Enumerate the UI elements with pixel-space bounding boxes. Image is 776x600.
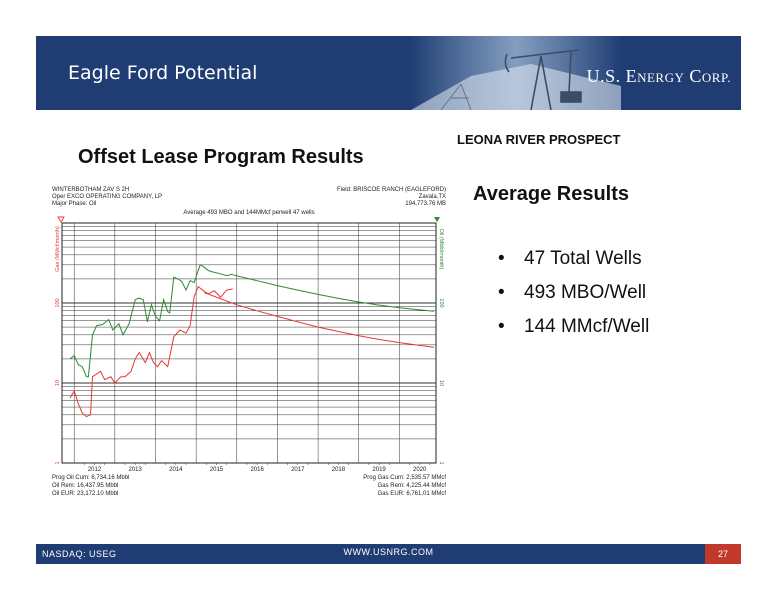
bullet-icon: • [498, 316, 505, 337]
y-axis-label-left: Gas (MMcf/month) [55, 226, 61, 272]
chart-oil-eur: Oil EUR: 23,172.10 Mbbl [52, 491, 119, 497]
header-title: Eagle Ford Potential [68, 62, 258, 84]
oil-historical-line [69, 264, 233, 378]
list-item: • 144 MMcf/Well [498, 314, 649, 348]
x-tick-label: 2012 [88, 467, 102, 473]
chart-plot: 2012 2013 2014 2015 2016 2017 2018 2019 2020 1 10 1… [55, 216, 444, 473]
chart-oil-rem: Oil Rem: 16,437.95 Mbbl [52, 483, 119, 489]
bullet-icon: • [498, 248, 505, 269]
gas-historical-line [69, 285, 233, 418]
chart-operator: Oper EXCO OPERATING COMPANY, LP [52, 194, 163, 200]
ticker-label: NASDAQ: USEG [42, 549, 117, 559]
oil-pumpjack-image [411, 36, 621, 110]
oil-axis-marker-icon [434, 217, 440, 222]
footer-bar: NASDAQ: USEG WWW.USNRG.COM 27 [36, 544, 741, 564]
y-tick-label-left: 100 [55, 298, 61, 307]
x-tick-label: 2020 [413, 467, 427, 473]
list-item: • 47 Total Wells [498, 246, 649, 280]
list-item-text: 144 MMcf/Well [524, 316, 650, 337]
chart-oil-cum: Prog Oil Cum: 6,734.16 Mbbl [52, 475, 130, 481]
offset-title: Offset Lease Program Results [78, 146, 364, 168]
chart-gas-eur: Gas EUR: 6,761.01 MMcf [377, 491, 446, 497]
oil-forecast-line [232, 274, 435, 312]
results-list: • 47 Total Wells • 493 MBO/Well • 144 MMcf/… [498, 246, 649, 348]
average-results-title: Average Results [473, 183, 629, 205]
y-tick-label-right: 100 [438, 298, 444, 307]
page-number: 27 [705, 544, 741, 564]
y-axis-label-right: Oil (Mbbl/month) [438, 229, 444, 270]
x-tick-label: 2017 [291, 467, 305, 473]
list-item-text: 47 Total Wells [524, 248, 642, 269]
x-tick-label: 2019 [372, 467, 386, 473]
x-tick-label: 2018 [332, 467, 346, 473]
x-tick-label: 2013 [128, 467, 142, 473]
chart-major-phase: Major Phase: Oil [52, 201, 97, 207]
plot-frame [61, 222, 437, 464]
chart-total: 194,773.76 MB [405, 201, 446, 207]
list-item-text: 493 MBO/Well [524, 282, 647, 303]
list-item: • 493 MBO/Well [498, 280, 649, 314]
gas-axis-marker-icon [57, 216, 65, 223]
website-link[interactable]: WWW.USNRG.COM [343, 547, 434, 557]
y-tick-label-left: 10 [55, 380, 61, 386]
chart-county: Zavala,TX [418, 194, 446, 200]
y-tick-label-right: 1 [438, 461, 444, 464]
chart-title: Average 493 MBO and 144MMcf perwell 47 w… [183, 210, 315, 216]
prospect-label: LEONA RIVER PROSPECT [457, 132, 621, 147]
gas-forecast-line [204, 292, 435, 348]
bullet-icon: • [498, 282, 505, 303]
y-tick-label-right: 10 [438, 380, 444, 386]
chart-well-name: WINTERBOTHAM ZAV S 2H [52, 187, 130, 193]
chart-field: Field: BRISCOE RANCH (EAGLEFORD) [336, 187, 446, 193]
chart-gas-cum: Prog Gas Cum: 2,535.57 MMcf [363, 475, 446, 481]
x-tick-label: 2016 [250, 467, 264, 473]
chart-gas-rem: Gas Rem: 4,225.44 MMcf [377, 483, 446, 489]
x-tick-label: 2015 [210, 467, 224, 473]
company-logo: U.S. ENERGY CORP. [586, 66, 731, 86]
x-tick-label: 2014 [169, 467, 183, 473]
header-banner: Eagle Ford Potential U.S. ENERGY CORP. [36, 36, 741, 110]
y-tick-label-left: 1 [55, 461, 61, 464]
production-chart: WINTERBOTHAM ZAV S 2H Oper EXCO OPERATIN… [50, 185, 448, 510]
